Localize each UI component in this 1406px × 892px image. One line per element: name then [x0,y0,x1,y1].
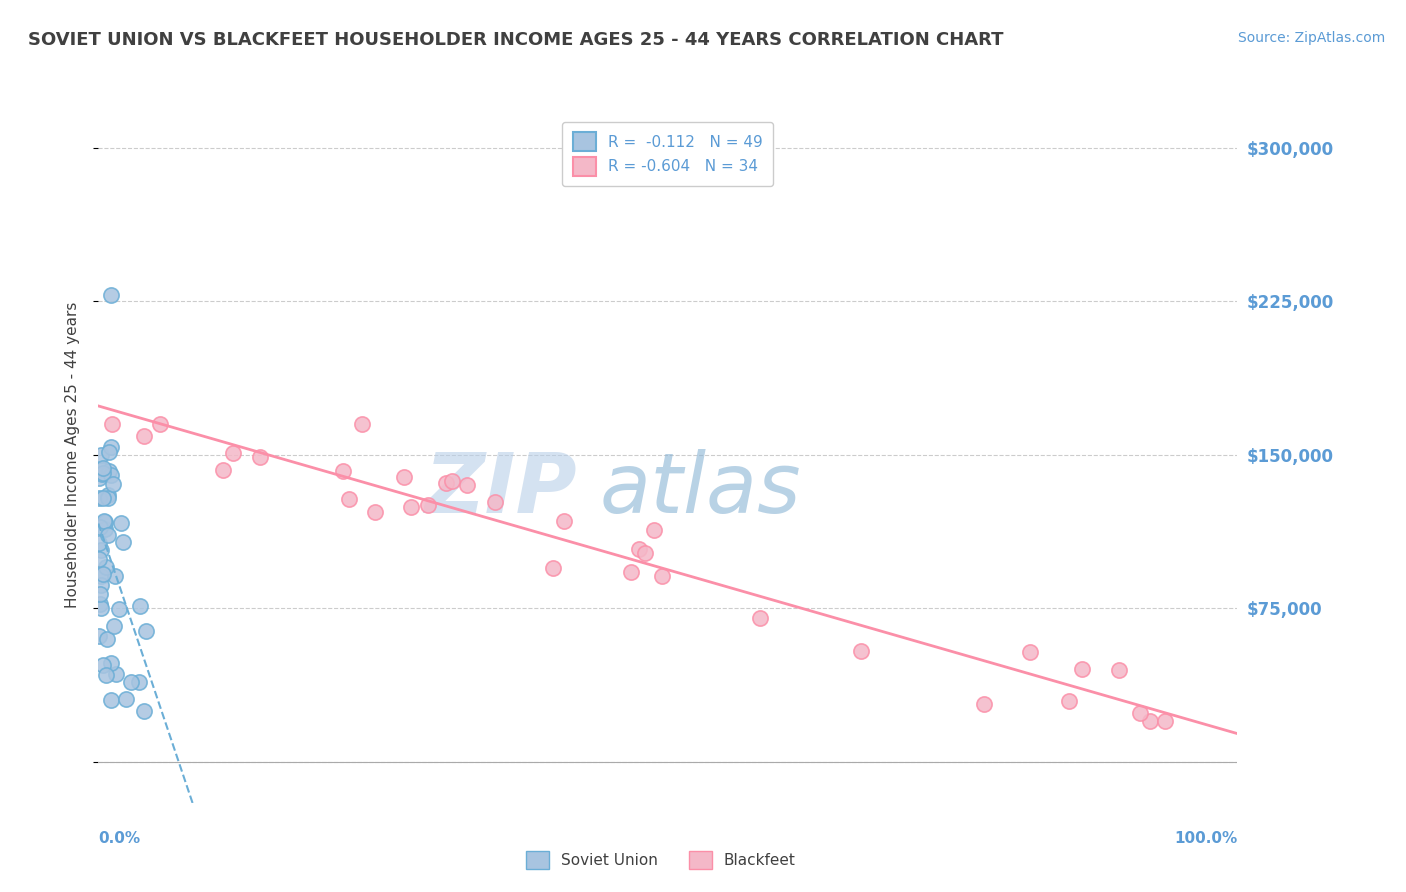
Point [89,629,111,643]
Point [89,587,111,601]
Point [1139,714,1161,728]
Point [100,288,122,302]
Point [94,559,117,574]
Point [103,619,125,633]
Point [97,465,120,479]
Point [89,598,111,612]
Text: 100.0%: 100.0% [1174,830,1237,846]
Point [148,417,170,432]
Legend: Soviet Union, Blackfeet: Soviet Union, Blackfeet [520,845,801,875]
Point [135,624,157,639]
Legend: R =  -0.112   N = 49, R = -0.604   N = 34: R = -0.112 N = 49, R = -0.604 N = 34 [562,121,773,186]
Point [1070,662,1092,676]
Point [105,666,128,681]
Point [87,535,110,549]
Point [97,491,120,505]
Point [98,444,121,458]
Point [1129,706,1152,720]
Point [100,417,122,432]
Point [87,491,110,505]
Point [96,632,118,647]
Point [543,561,565,575]
Point [97,488,120,502]
Point [90,448,112,462]
Text: SOVIET UNION VS BLACKFEET HOUSEHOLDER INCOME AGES 25 - 44 YEARS CORRELATION CHAR: SOVIET UNION VS BLACKFEET HOUSEHOLDER IN… [28,31,1004,49]
Y-axis label: Householder Income Ages 25 - 44 years: Householder Income Ages 25 - 44 years [65,301,80,608]
Point [440,475,463,489]
Point [350,417,373,432]
Point [339,492,361,507]
Point [89,552,111,566]
Point [103,477,125,491]
Point [89,520,111,534]
Point [364,505,387,519]
Point [100,440,122,454]
Point [90,467,112,481]
Point [1108,664,1130,678]
Point [96,668,118,682]
Point [93,461,115,475]
Text: ZIP: ZIP [425,450,576,530]
Point [392,469,415,483]
Point [115,692,138,706]
Point [104,568,127,582]
Point [100,656,122,670]
Point [643,524,665,538]
Point [91,466,114,480]
Point [1154,714,1177,728]
Point [120,674,142,689]
Point [90,543,112,558]
Point [628,542,651,557]
Point [128,674,150,689]
Point [87,470,110,484]
Point [134,704,156,718]
Point [90,601,112,615]
Point [553,514,575,528]
Point [94,523,117,537]
Point [91,491,114,505]
Point [100,693,122,707]
Point [332,464,354,478]
Point [620,565,643,579]
Point [132,429,155,443]
Point [849,644,872,658]
Point [108,601,131,615]
Text: atlas: atlas [599,450,801,530]
Point [93,514,115,528]
Point [1057,694,1080,708]
Point [110,516,132,530]
Point [100,468,122,483]
Point [211,463,233,477]
Point [973,697,995,711]
Point [634,546,657,560]
Point [456,478,478,492]
Point [484,495,506,509]
Point [90,569,112,583]
Point [1019,645,1042,659]
Point [651,568,673,582]
Point [91,567,114,582]
Point [222,446,245,460]
Point [249,450,271,464]
Point [90,461,112,475]
Point [97,528,120,542]
Text: 0.0%: 0.0% [98,830,141,846]
Point [93,516,115,530]
Point [111,535,134,549]
Point [90,577,112,591]
Point [93,658,115,673]
Point [416,499,439,513]
Text: Source: ZipAtlas.com: Source: ZipAtlas.com [1237,31,1385,45]
Point [434,475,457,490]
Point [749,611,772,625]
Point [399,500,422,514]
Point [128,599,150,614]
